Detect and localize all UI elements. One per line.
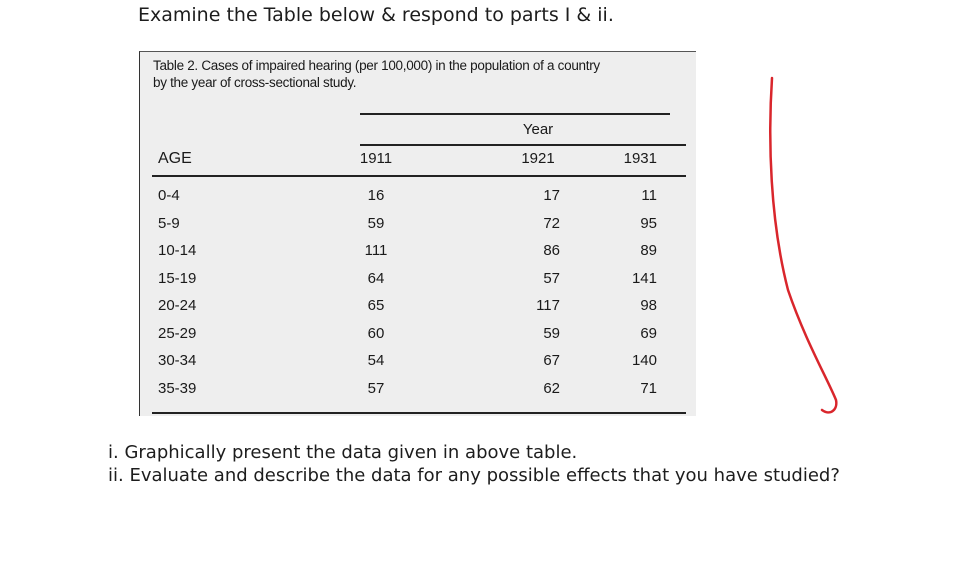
row-1921-cell: 72 bbox=[543, 214, 560, 232]
row-age-cell: 25-29 bbox=[158, 324, 197, 342]
row-1911-cell: 57 bbox=[367, 379, 385, 397]
row-1931-cell: 140 bbox=[631, 352, 657, 369]
row-1931-cell: 141 bbox=[631, 269, 657, 287]
row-1921-cell: 117 bbox=[536, 297, 560, 314]
red-pen-stroke bbox=[769, 76, 838, 414]
row-1911-cell: 60 bbox=[367, 324, 385, 342]
year-header: Year bbox=[522, 121, 554, 138]
header-bottom-rule bbox=[152, 175, 686, 177]
row-age-cell: 15-19 bbox=[158, 269, 197, 287]
row-age-cell: 35-39 bbox=[158, 379, 197, 397]
column-header-age: AGE bbox=[158, 150, 192, 167]
row-1921-cell: 62 bbox=[543, 379, 560, 397]
row-1931-cell: 11 bbox=[641, 187, 657, 204]
table-caption: Table 2. Cases of impaired hearing (per … bbox=[153, 57, 600, 91]
question-2: ii. Evaluate and describe the data for a… bbox=[108, 465, 840, 486]
row-age-cell: 30-34 bbox=[158, 352, 197, 369]
row-age-cell: 5-9 bbox=[158, 214, 180, 232]
table-caption-line-2: by the year of cross-sectional study. bbox=[153, 75, 357, 90]
row-1931-cell: 95 bbox=[640, 214, 657, 232]
column-header-1931: 1931 bbox=[623, 150, 657, 167]
row-1911-cell: 65 bbox=[367, 297, 385, 314]
year-header-rule bbox=[360, 113, 670, 115]
row-1931-cell: 69 bbox=[640, 324, 657, 342]
year-subheader-rule bbox=[360, 144, 686, 146]
column-header-1921: 1921 bbox=[521, 150, 555, 167]
row-1931-cell: 89 bbox=[640, 242, 657, 259]
data-table: Table 2. Cases of impaired hearing (per … bbox=[139, 51, 696, 416]
row-1911-cell: 16 bbox=[367, 187, 385, 204]
row-1931-cell: 71 bbox=[640, 379, 657, 397]
row-age-cell: 10-14 bbox=[158, 242, 197, 259]
table-bottom-rule bbox=[152, 412, 686, 414]
questions: i. Graphically present the data given in… bbox=[108, 441, 840, 487]
row-1911-cell: 59 bbox=[367, 214, 385, 232]
row-age-cell: 0-4 bbox=[158, 187, 180, 204]
row-1921-cell: 57 bbox=[543, 269, 560, 287]
row-1911-cell: 64 bbox=[367, 269, 385, 287]
row-1911-cell: 54 bbox=[367, 352, 385, 369]
row-age-cell: 20-24 bbox=[158, 297, 197, 314]
row-1921-cell: 86 bbox=[543, 242, 560, 259]
question-1: i. Graphically present the data given in… bbox=[108, 442, 578, 463]
row-1931-cell: 98 bbox=[640, 297, 657, 314]
instruction-text: Examine the Table below & respond to par… bbox=[138, 4, 614, 26]
row-1911-cell: 111 bbox=[364, 242, 388, 259]
row-1921-cell: 67 bbox=[543, 352, 560, 369]
row-1921-cell: 59 bbox=[543, 324, 560, 342]
column-header-1911: 1911 bbox=[359, 150, 393, 167]
table-caption-line-1: Table 2. Cases of impaired hearing (per … bbox=[153, 58, 600, 73]
row-1921-cell: 17 bbox=[543, 187, 560, 204]
